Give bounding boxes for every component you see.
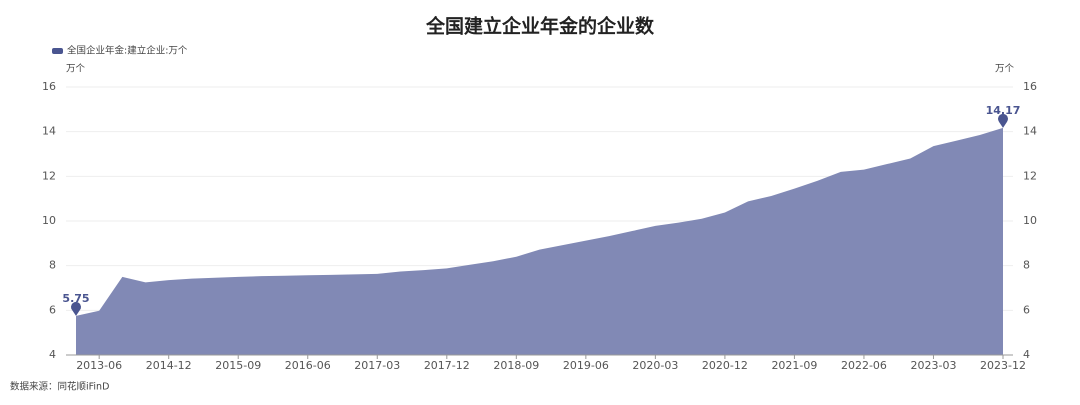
- x-tick-label: 2018-09: [493, 359, 539, 372]
- x-tick-label: 2020-03: [632, 359, 678, 372]
- y2-tick-label: 6: [1023, 303, 1030, 316]
- y2-unit: 万个: [995, 64, 1015, 75]
- x-tick-label: 2017-12: [424, 359, 470, 372]
- x-tick-label: 2019-06: [563, 359, 609, 372]
- x-tick-label: 2020-12: [702, 359, 748, 372]
- y-tick-label: 16: [42, 80, 56, 93]
- source: 数据来源：同花顺iFinD: [10, 381, 109, 393]
- x-tick-label: 2013-06: [76, 359, 122, 372]
- value-label: 14.17: [986, 104, 1021, 117]
- y-tick-label: 6: [49, 303, 56, 316]
- value-label: 5.75: [62, 292, 89, 305]
- chart-title: 全国建立企业年金的企业数: [425, 15, 655, 38]
- y2-tick-label: 10: [1023, 214, 1037, 227]
- y2-tick-label: 14: [1023, 125, 1037, 138]
- x-tick-label: 2021-09: [771, 359, 817, 372]
- point-marker: [998, 113, 1008, 128]
- y-tick-label: 4: [49, 348, 56, 361]
- x-tick-label: 2015-09: [215, 359, 261, 372]
- y-tick-label: 10: [42, 214, 56, 227]
- legend-label: 全国企业年金:建立企业:万个: [67, 45, 188, 57]
- area: [76, 127, 1003, 356]
- y2-tick-label: 12: [1023, 169, 1037, 182]
- y-unit: 万个: [66, 64, 86, 75]
- y-tick-label: 14: [42, 125, 56, 138]
- point-marker: [71, 301, 82, 316]
- x-tick-label: 2023-12: [980, 359, 1026, 372]
- y2-tick-label: 16: [1023, 80, 1037, 93]
- x-tick-label: 2014-12: [146, 359, 192, 372]
- x-tick-label: 2022-06: [841, 359, 887, 372]
- x-tick-label: 2023-03: [910, 359, 956, 372]
- x-tick-label: 2017-03: [354, 359, 400, 372]
- y-tick-label: 8: [49, 259, 56, 272]
- y2-tick-label: 8: [1023, 259, 1030, 272]
- y2-tick-label: 4: [1023, 348, 1030, 361]
- legend-swatch: [52, 48, 63, 54]
- y-tick-label: 12: [42, 169, 56, 182]
- x-tick-label: 2016-06: [285, 359, 331, 372]
